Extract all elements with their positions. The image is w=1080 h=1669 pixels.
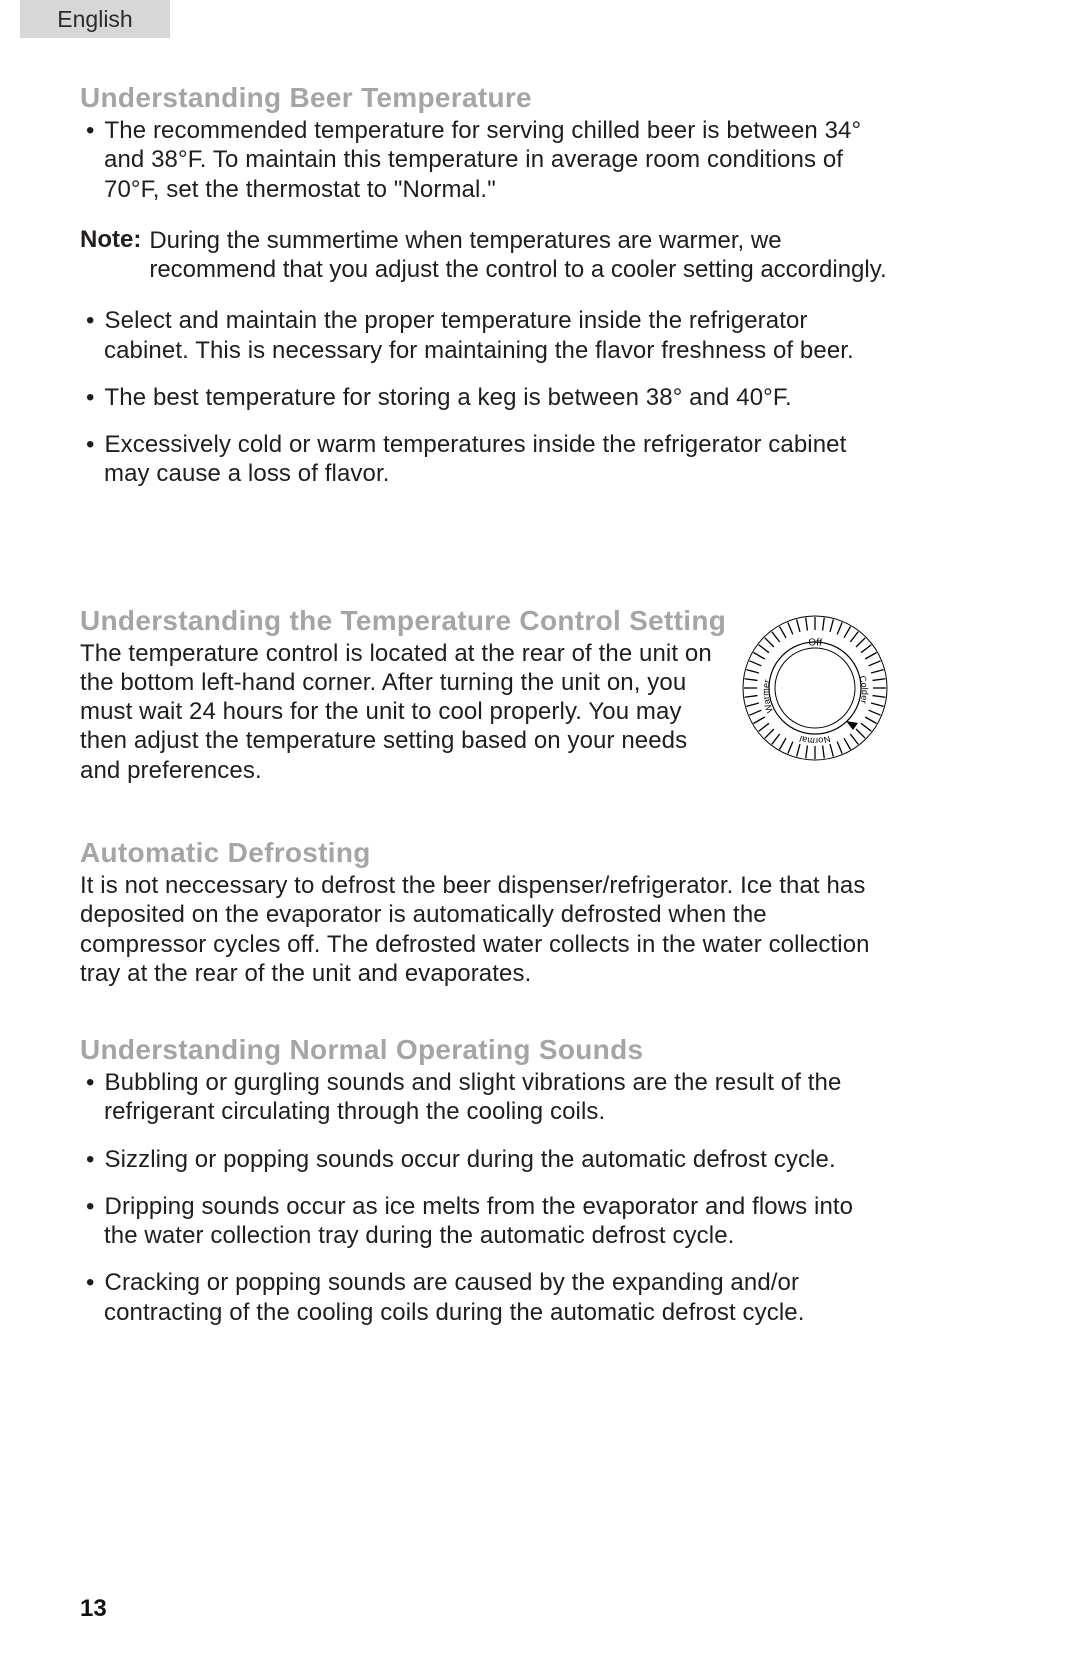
page-number: 13 bbox=[80, 1595, 107, 1623]
list-item: Dripping sounds occur as ice melts from … bbox=[80, 1192, 890, 1251]
note-label: Note: bbox=[80, 226, 141, 285]
section-operating-sounds: Understanding Normal Operating Sounds Bu… bbox=[80, 1034, 890, 1327]
body-temp-control: The temperature control is located at th… bbox=[80, 639, 728, 785]
list-item: Excessively cold or warm temperatures in… bbox=[80, 430, 890, 489]
note: Note: During the summertime when tempera… bbox=[80, 226, 890, 285]
section-auto-defrost: Automatic Defrosting It is not neccessar… bbox=[80, 837, 890, 988]
section-temp-control: Understanding the Temperature Control Se… bbox=[80, 605, 890, 785]
bullet-list-sounds: Bubbling or gurgling sounds and slight v… bbox=[80, 1068, 890, 1327]
section-beer-temperature: Understanding Beer Temperature The recom… bbox=[80, 82, 890, 489]
list-item: Select and maintain the proper temperatu… bbox=[80, 306, 890, 365]
list-item: The recommended temperature for serving … bbox=[80, 116, 890, 204]
list-item: The best temperature for storing a keg i… bbox=[80, 383, 890, 412]
dial-label-off: Off bbox=[808, 637, 823, 649]
language-tab: English bbox=[20, 0, 170, 38]
note-body: During the summertime when temperatures … bbox=[149, 226, 890, 285]
list-item: Bubbling or gurgling sounds and slight v… bbox=[80, 1068, 890, 1127]
heading-beer-temperature: Understanding Beer Temperature bbox=[80, 82, 890, 114]
bullet-list-1a: The recommended temperature for serving … bbox=[80, 116, 890, 204]
body-auto-defrost: It is not neccessary to defrost the beer… bbox=[80, 871, 890, 988]
svg-text:Off: Off bbox=[808, 637, 823, 649]
bullet-list-1b: Select and maintain the proper temperatu… bbox=[80, 306, 890, 488]
heading-temp-control: Understanding the Temperature Control Se… bbox=[80, 605, 728, 637]
page-content: Understanding Beer Temperature The recom… bbox=[80, 82, 890, 1367]
heading-auto-defrost: Automatic Defrosting bbox=[80, 837, 890, 869]
list-item: Cracking or popping sounds are caused by… bbox=[80, 1268, 890, 1327]
temperature-dial-icon: Off Colder Normal Warmer bbox=[740, 613, 890, 763]
heading-operating-sounds: Understanding Normal Operating Sounds bbox=[80, 1034, 890, 1066]
list-item: Sizzling or popping sounds occur during … bbox=[80, 1145, 890, 1174]
